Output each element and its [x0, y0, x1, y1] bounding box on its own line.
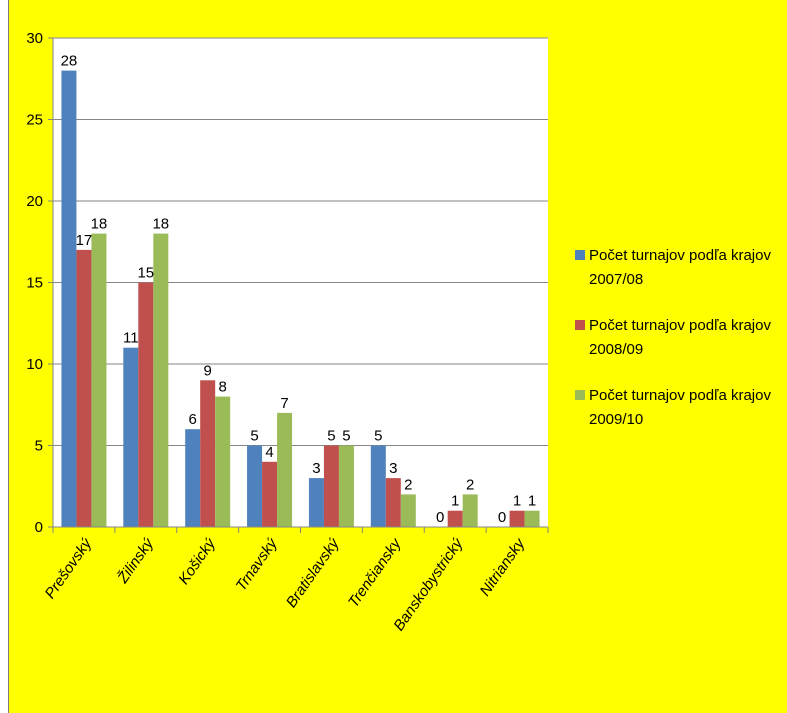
legend-label-line1: Počet turnajov podľa krajov [589, 317, 771, 334]
bar [153, 233, 169, 527]
bar [138, 282, 154, 527]
data-label: 1 [451, 493, 459, 510]
bar [385, 478, 401, 527]
axes [48, 37, 549, 533]
y-tick-label: 10 [26, 356, 43, 373]
data-label: 1 [528, 493, 536, 510]
data-label: 17 [76, 232, 93, 249]
data-label: 6 [189, 411, 197, 428]
bar [524, 510, 540, 527]
bar [185, 429, 201, 527]
data-label: 5 [327, 428, 335, 445]
legend-swatch [575, 390, 585, 400]
legend-label-line2: 2007/08 [589, 271, 643, 288]
bar [247, 445, 263, 527]
bar [308, 478, 324, 527]
data-label: 3 [312, 460, 320, 477]
data-label: 0 [436, 509, 444, 526]
legend-label-line2: 2009/10 [589, 411, 643, 428]
data-label: 2 [466, 476, 474, 493]
data-label: 8 [219, 379, 227, 396]
y-tick-label: 20 [26, 193, 43, 210]
data-label: 18 [91, 216, 108, 233]
bar [200, 380, 216, 527]
y-tick-label: 0 [35, 519, 43, 536]
bar [277, 412, 293, 527]
data-label: 1 [513, 493, 521, 510]
gridlines [53, 37, 548, 446]
legend-label-line1: Počet turnajov podľa krajov [589, 247, 771, 264]
bar [61, 70, 77, 527]
y-tick-label: 25 [26, 112, 43, 129]
y-tick-label: 5 [35, 438, 43, 455]
data-label: 7 [280, 395, 288, 412]
legend-label-line1: Počet turnajov podľa krajov [589, 387, 771, 404]
data-label: 4 [265, 444, 273, 461]
y-tick-labels: 0 5 10 15 20 25 30 [26, 30, 43, 536]
bar [338, 445, 354, 527]
bar [76, 249, 92, 527]
legend-swatch [575, 250, 585, 260]
bar [447, 510, 463, 527]
bar [91, 233, 107, 527]
data-label: 9 [204, 362, 212, 379]
data-label: 18 [152, 216, 169, 233]
bar [262, 461, 278, 527]
legend-swatch [575, 320, 585, 330]
bar [323, 445, 339, 527]
data-label: 5 [374, 428, 382, 445]
data-label: 3 [389, 460, 397, 477]
data-label: 11 [123, 330, 139, 347]
legend-label-line2: 2008/09 [589, 341, 643, 358]
bar [370, 445, 386, 527]
y-tick-label: 15 [26, 275, 43, 292]
data-label: 28 [61, 53, 78, 70]
y-tick-label: 30 [26, 30, 43, 47]
bar [400, 494, 416, 527]
bar [462, 494, 478, 527]
bar [123, 347, 139, 527]
data-label: 2 [404, 476, 412, 493]
data-label: 5 [342, 428, 350, 445]
bars [61, 70, 540, 527]
bar [509, 510, 525, 527]
data-label: 15 [137, 265, 154, 282]
bar [215, 396, 231, 527]
data-label: 0 [498, 509, 506, 526]
legend: Počet turnajov podľa krajov 2007/08 Počet … [575, 247, 771, 428]
data-label: 5 [250, 428, 258, 445]
